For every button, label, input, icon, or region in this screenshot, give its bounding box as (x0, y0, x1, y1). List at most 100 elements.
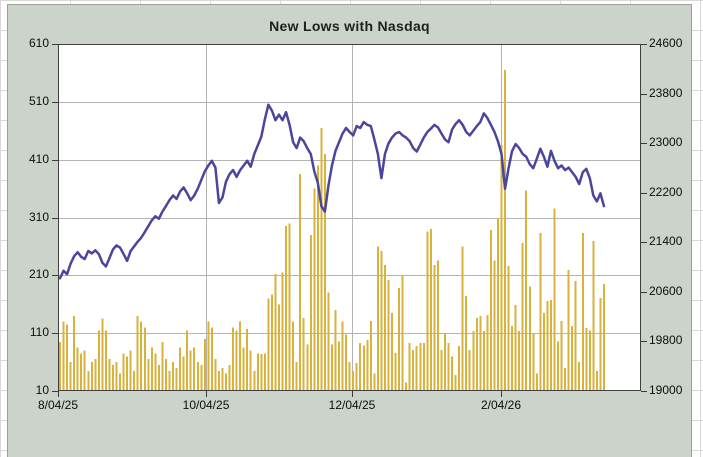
bar (387, 279, 390, 391)
bar (475, 318, 478, 391)
bar (175, 367, 178, 391)
bar (394, 352, 397, 391)
bar (133, 370, 136, 391)
bar (595, 370, 598, 391)
bar (574, 281, 577, 391)
bar (101, 318, 104, 391)
bar (426, 231, 429, 391)
bar (408, 343, 411, 391)
bar (62, 321, 65, 391)
bar (479, 315, 482, 391)
bar (189, 350, 192, 391)
bar (521, 242, 524, 391)
bar (292, 321, 295, 391)
bar (511, 326, 514, 391)
bar (126, 356, 129, 391)
bar (578, 362, 581, 391)
bar (323, 153, 326, 391)
bar (369, 321, 372, 391)
plot-area (58, 44, 641, 391)
gridlines (58, 44, 641, 391)
tick-mark (352, 391, 353, 397)
bar (546, 300, 549, 391)
bar (496, 218, 499, 391)
bar (398, 288, 401, 391)
bar (514, 304, 517, 391)
bar (207, 321, 210, 391)
right-axis-tick-label: 19000 (649, 383, 683, 397)
tick-mark (641, 242, 647, 243)
bar (330, 344, 333, 391)
bar (104, 330, 107, 391)
bar (221, 367, 224, 391)
bar (253, 370, 256, 391)
tick-mark (641, 94, 647, 95)
bar (535, 373, 538, 391)
bar (599, 297, 602, 391)
bar (507, 266, 510, 391)
bar (281, 272, 284, 391)
bar (465, 296, 468, 391)
bar (239, 321, 242, 391)
bar (500, 145, 503, 391)
tick-mark (641, 391, 647, 392)
bar (528, 286, 531, 391)
bar (581, 233, 584, 391)
bar (391, 312, 394, 391)
left-axis-tick-label: 510 (28, 93, 49, 108)
bar (567, 270, 570, 391)
bar (193, 347, 196, 391)
bar (136, 315, 139, 391)
bar (564, 367, 567, 391)
left-axis-tick-label: 210 (28, 267, 49, 282)
bar (327, 292, 330, 391)
bar (419, 343, 422, 391)
bar (366, 340, 369, 391)
bar (444, 333, 446, 391)
bar (143, 327, 146, 391)
bar (436, 260, 439, 391)
bar (571, 326, 574, 391)
bar (549, 300, 552, 391)
bar (69, 362, 72, 391)
bar (376, 246, 379, 391)
bar (602, 284, 605, 391)
bar (285, 226, 288, 391)
right-axis-tick-label: 23800 (649, 85, 683, 100)
bar (66, 324, 69, 391)
bar (405, 382, 408, 391)
bar (200, 364, 203, 391)
bar (493, 260, 496, 391)
bar (111, 364, 114, 391)
bar (472, 330, 475, 391)
bar (341, 321, 344, 391)
new-lows-bars (59, 70, 605, 391)
tick-mark (641, 341, 647, 342)
bar (94, 359, 97, 391)
bar (157, 364, 160, 391)
tick-mark (58, 391, 59, 397)
right-axis-tick-label: 19800 (649, 333, 683, 348)
bar (256, 353, 259, 391)
bar (429, 229, 432, 391)
bar (232, 327, 235, 391)
right-axis-tick-label: 22200 (649, 184, 683, 199)
x-axis-tick-label: 12/04/25 (328, 398, 376, 412)
bar (161, 341, 164, 391)
bar (164, 359, 167, 391)
bar (214, 359, 217, 391)
bar (299, 174, 302, 391)
plot-canvas (58, 44, 641, 391)
bar (348, 362, 351, 391)
tick-mark (52, 333, 58, 334)
bar (150, 347, 153, 391)
tick-mark (52, 102, 58, 103)
tick-mark (52, 218, 58, 219)
bar (97, 330, 100, 391)
bar (309, 234, 312, 391)
bar (267, 298, 270, 391)
left-axis-tick-label: 310 (28, 209, 49, 224)
bar (210, 327, 213, 391)
x-axis-tick-label: 10/04/25 (182, 398, 230, 412)
bar (217, 370, 220, 391)
